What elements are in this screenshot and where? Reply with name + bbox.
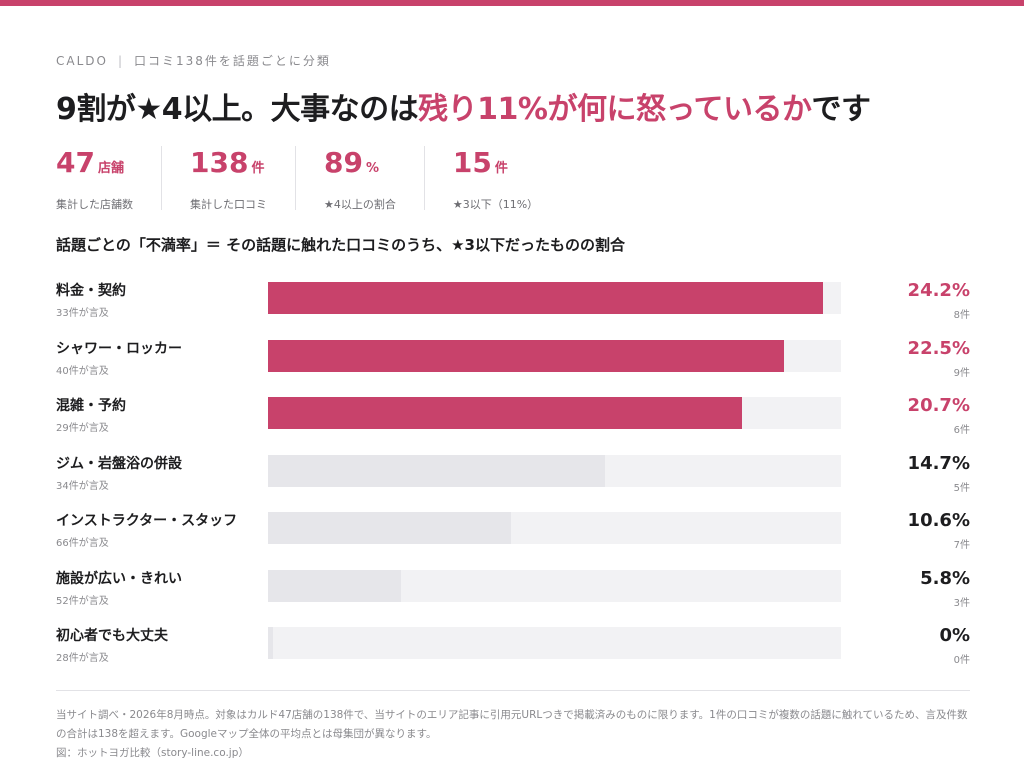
bar-count-label: 6件 <box>953 425 970 436</box>
headline-tail: です <box>811 92 871 127</box>
bar-category-label: シャワー・ロッカー <box>56 340 182 357</box>
stat-unit: 件 <box>494 161 508 176</box>
footnote-text: 当サイト調べ・2026年8月時点。対象はカルド47店舗の138件で、当サイトのエ… <box>56 709 968 740</box>
bar-row: ジム・岩盤浴の併設 34件が言及 14.7% 5件 <box>56 453 970 511</box>
headline-main: 9割が★4以上。大事なのは <box>56 92 419 127</box>
footnote-credit: 図：ホットヨガ比較（story-line.co.jp） <box>56 747 249 759</box>
bar-category-label: ジム・岩盤浴の併設 <box>56 455 182 472</box>
bar-count-label: 5件 <box>953 482 970 494</box>
bar-category-label: 初心者でも大丈夫 <box>56 628 168 644</box>
bar-mentions-label: 34件が言及 <box>56 480 109 492</box>
top-accent-bar <box>0 0 1024 6</box>
bar-mentions-label: 33件が言及 <box>56 308 109 319</box>
bar <box>268 397 742 429</box>
stat-four-plus-rate: 89% ★4以上の割合 <box>324 146 425 211</box>
stat-three-or-below: 15 件 ★3以下（11%） <box>452 146 566 211</box>
bar-row: 混雑・予約 29件が言及 20.7% 6件 <box>56 395 970 453</box>
stat-value: 15 <box>452 146 492 179</box>
bar-count-label: 9件 <box>953 367 970 379</box>
bar <box>268 454 605 487</box>
bar-track <box>268 282 841 314</box>
stat-caption: 集計した店舗数 <box>56 198 133 211</box>
headline-accent: 残り11%が何に怒っているか <box>418 92 812 127</box>
bar-row: シャワー・ロッカー 40件が言及 22.5% 9件 <box>56 338 970 396</box>
stat-value-line: 15 件 <box>453 146 538 186</box>
bar-value-label: 22.5% <box>907 337 970 359</box>
stat-unit: 店舗 <box>97 161 124 176</box>
stat-caption: 集計した口コミ <box>190 198 267 211</box>
bar-track <box>268 339 841 372</box>
bar-mentions-label: 28件が言及 <box>56 653 109 664</box>
stat-value: 138 <box>190 146 249 179</box>
brand-name: CALDO <box>56 54 108 68</box>
bar-value-label: 5.8% <box>920 567 970 589</box>
bar-count-label: 7件 <box>953 540 970 551</box>
bar-row: 初心者でも大丈夫 28件が言及 0% 0件 <box>56 625 970 683</box>
bar-count-label: 3件 <box>953 597 970 609</box>
bar-value-label: 20.7% <box>907 395 970 416</box>
bar-category-label: 料金・契約 <box>56 283 126 299</box>
bar-value-label: 0% <box>939 625 970 646</box>
bar-track <box>268 569 841 602</box>
kicker-text: 口コミ138件を話題ごとに分類 <box>134 54 331 68</box>
kicker-separator: | <box>117 54 125 68</box>
bar-mentions-label: 29件が言及 <box>56 423 109 434</box>
bar-count-label: 8件 <box>953 310 970 321</box>
stat-reviews: 138 件 集計した口コミ <box>190 146 296 211</box>
chart-title: 話題ごとの「不満率」＝ その話題に触れた口コミのうち、★3以下だったものの割合 <box>56 236 625 254</box>
stat-unit: 件 <box>251 161 265 176</box>
bar-mentions-label: 66件が言及 <box>56 538 109 549</box>
bar-row: 料金・契約 33件が言及 24.2% 8件 <box>56 280 970 338</box>
bar-row: インストラクター・スタッフ 66件が言及 10.6% 7件 <box>56 510 970 568</box>
footer-divider <box>56 690 970 691</box>
kicker: CALDO | 口コミ138件を話題ごとに分類 <box>56 52 331 69</box>
bar <box>268 627 273 659</box>
bar-value-label: 24.2% <box>907 280 970 301</box>
stats-strip: 47 店舗 集計した店舗数 138 件 集計した口コミ 89% ★4以上の割合 15… <box>56 146 594 211</box>
bar <box>268 282 823 314</box>
stat-caption: ★3以下（11%） <box>452 198 539 211</box>
page-title: 9割が★4以上。大事なのは残り11%が何に怒っているかです <box>56 84 871 128</box>
stat-value: 89 <box>324 146 363 179</box>
bar-mentions-label: 40件が言及 <box>56 365 109 377</box>
stat-unit: % <box>365 161 379 176</box>
bar-track <box>268 397 841 429</box>
footnote: 当サイト調べ・2026年8月時点。対象はカルド47店舗の138件で、当サイトのエ… <box>56 706 970 763</box>
bar-category-label: インストラクター・スタッフ <box>56 513 238 529</box>
stat-value-line: 138 件 <box>190 146 267 186</box>
bar-track <box>268 512 841 544</box>
bar-track <box>268 627 841 659</box>
bar <box>268 339 784 372</box>
stat-caption: ★4以上の割合 <box>324 198 396 211</box>
bar-mentions-label: 52件が言及 <box>56 595 109 607</box>
bar-value-label: 14.7% <box>907 452 970 474</box>
bar-chart: 料金・契約 33件が言及 24.2% 8件シャワー・ロッカー 40件が言及 22.5% 9件… <box>56 280 970 683</box>
bar <box>268 569 401 602</box>
bar-category-label: 混雑・予約 <box>56 398 126 414</box>
stat-value: 47 <box>56 146 95 179</box>
bar-value-label: 10.6% <box>907 510 970 531</box>
bar-row: 施設が広い・きれい 52件が言及 5.8% 3件 <box>56 568 970 626</box>
bar <box>268 512 511 544</box>
bar-track <box>268 454 841 487</box>
stat-value-line: 89% <box>324 146 396 186</box>
bar-count-label: 0件 <box>953 655 970 666</box>
bar-category-label: 施設が広い・きれい <box>56 570 182 587</box>
stat-value-line: 47 店舗 <box>56 146 133 186</box>
stat-stores: 47 店舗 集計した店舗数 <box>56 146 162 211</box>
